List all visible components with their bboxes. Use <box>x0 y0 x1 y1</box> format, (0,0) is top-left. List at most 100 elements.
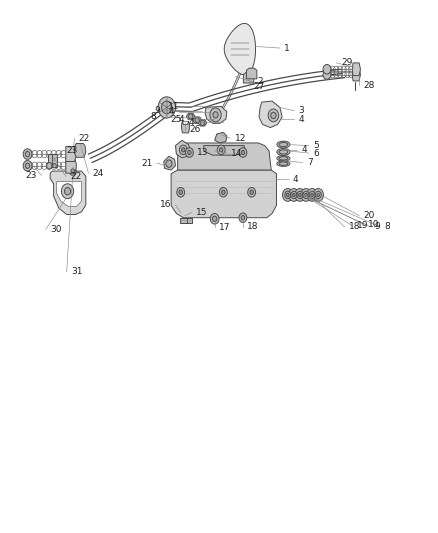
Text: 25: 25 <box>170 115 182 124</box>
Circle shape <box>61 184 74 199</box>
Circle shape <box>180 145 187 155</box>
Text: 29: 29 <box>341 59 352 67</box>
Circle shape <box>323 64 331 74</box>
Circle shape <box>250 190 253 195</box>
Text: 28: 28 <box>364 80 375 90</box>
Polygon shape <box>247 68 257 79</box>
Circle shape <box>283 189 293 201</box>
Text: 1: 1 <box>284 44 290 53</box>
Circle shape <box>210 214 219 224</box>
Text: 30: 30 <box>50 225 62 234</box>
Polygon shape <box>66 158 76 173</box>
Polygon shape <box>185 217 192 223</box>
Text: 20: 20 <box>364 211 375 220</box>
Text: 18: 18 <box>349 222 360 231</box>
Text: 4: 4 <box>302 146 307 155</box>
Circle shape <box>285 191 291 199</box>
Circle shape <box>185 148 193 157</box>
Text: 6: 6 <box>313 149 319 158</box>
Circle shape <box>219 188 227 197</box>
Ellipse shape <box>277 149 290 156</box>
Circle shape <box>239 213 247 222</box>
Ellipse shape <box>277 161 290 166</box>
Polygon shape <box>164 156 176 170</box>
Text: 15: 15 <box>196 208 208 217</box>
Circle shape <box>222 190 225 195</box>
Circle shape <box>195 117 199 123</box>
Circle shape <box>179 190 183 195</box>
Circle shape <box>323 70 331 79</box>
Polygon shape <box>193 117 201 123</box>
Circle shape <box>213 112 218 118</box>
Ellipse shape <box>279 150 288 154</box>
Polygon shape <box>244 72 254 83</box>
Polygon shape <box>182 121 189 133</box>
Text: 21: 21 <box>141 159 153 167</box>
Circle shape <box>291 191 297 199</box>
Circle shape <box>53 164 56 168</box>
Circle shape <box>289 189 299 201</box>
Text: 7: 7 <box>307 158 313 167</box>
Text: 4: 4 <box>188 118 194 127</box>
Circle shape <box>286 193 289 197</box>
Text: 11: 11 <box>168 102 180 111</box>
Polygon shape <box>50 171 86 215</box>
Polygon shape <box>180 217 187 223</box>
Circle shape <box>305 193 307 197</box>
Text: 23: 23 <box>67 147 78 156</box>
Circle shape <box>248 188 255 197</box>
Circle shape <box>182 148 185 152</box>
Text: 26: 26 <box>189 125 201 134</box>
Circle shape <box>317 193 320 197</box>
Circle shape <box>177 188 185 197</box>
Text: 9: 9 <box>154 106 160 115</box>
Circle shape <box>212 216 217 221</box>
Polygon shape <box>198 119 207 126</box>
Polygon shape <box>176 140 191 158</box>
Circle shape <box>188 114 193 119</box>
Text: 4: 4 <box>179 115 184 124</box>
Ellipse shape <box>279 142 288 147</box>
Circle shape <box>47 163 52 169</box>
Polygon shape <box>204 146 244 155</box>
Text: 18: 18 <box>247 222 259 231</box>
Circle shape <box>23 160 32 171</box>
Polygon shape <box>74 143 86 157</box>
Text: 22: 22 <box>70 172 81 181</box>
Polygon shape <box>66 147 76 161</box>
Polygon shape <box>224 23 255 75</box>
Circle shape <box>268 109 279 122</box>
Text: 19: 19 <box>357 221 368 230</box>
Circle shape <box>217 145 225 155</box>
Polygon shape <box>178 143 271 170</box>
Polygon shape <box>215 132 227 143</box>
Ellipse shape <box>279 157 288 160</box>
Circle shape <box>313 189 323 201</box>
Polygon shape <box>259 101 282 127</box>
Circle shape <box>187 150 191 155</box>
Polygon shape <box>205 107 227 123</box>
Text: 9: 9 <box>375 222 381 231</box>
Circle shape <box>166 160 172 167</box>
Text: 27: 27 <box>254 82 265 91</box>
Circle shape <box>309 191 315 199</box>
Polygon shape <box>57 182 81 207</box>
Circle shape <box>69 167 76 175</box>
Text: 31: 31 <box>71 268 82 276</box>
Circle shape <box>64 188 71 195</box>
Text: 14: 14 <box>231 149 243 158</box>
Circle shape <box>158 97 176 118</box>
Circle shape <box>71 169 74 173</box>
Circle shape <box>25 151 30 157</box>
Circle shape <box>219 148 223 152</box>
Polygon shape <box>352 68 360 81</box>
Text: 5: 5 <box>313 141 319 150</box>
Text: 3: 3 <box>298 106 304 115</box>
Ellipse shape <box>279 162 288 165</box>
Text: 22: 22 <box>79 134 90 143</box>
Polygon shape <box>352 63 360 76</box>
Text: 4: 4 <box>293 174 299 183</box>
Text: 23: 23 <box>26 171 37 180</box>
Text: 4: 4 <box>169 107 175 116</box>
Circle shape <box>315 191 321 199</box>
